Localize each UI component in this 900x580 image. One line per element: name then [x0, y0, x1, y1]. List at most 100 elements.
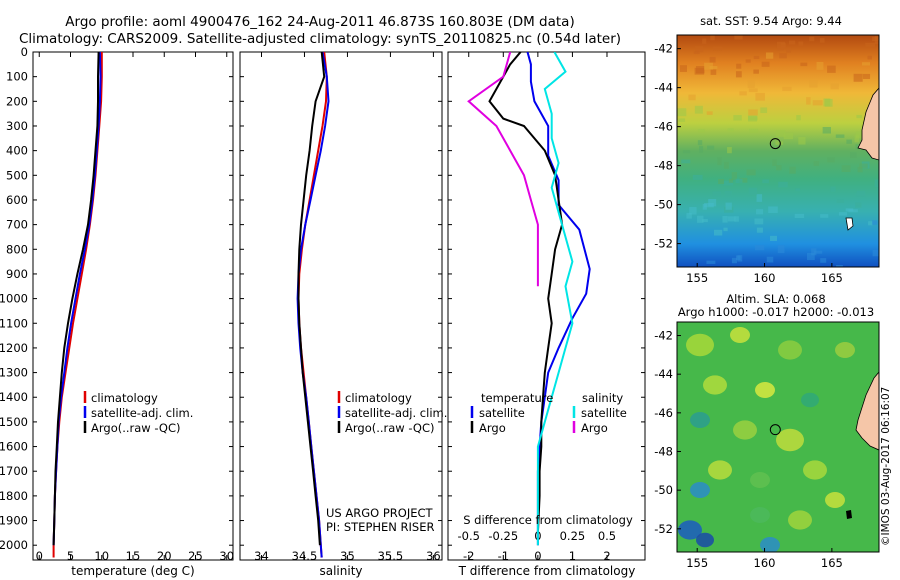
depth-tick-label: 500	[6, 168, 28, 182]
sst-pixel	[689, 207, 697, 215]
depth-tick-label: 1400	[0, 390, 28, 404]
sst-pixel	[725, 202, 732, 210]
depth-tick-label: 700	[6, 218, 28, 232]
sst-pixel	[734, 35, 743, 40]
salinity-series-satellite-adj-clim-	[296, 52, 330, 558]
map-x-tick-label: 160	[754, 556, 776, 570]
sst-pixel	[754, 218, 764, 225]
salinity-x-tick-label: 34	[254, 549, 269, 563]
sla-anomaly-blob	[708, 460, 732, 480]
sla-map-frame	[676, 321, 880, 553]
sst-pixel	[838, 212, 848, 216]
map-y-tick-label: -52	[654, 237, 673, 251]
sst-pixel	[878, 38, 879, 45]
map-y-tick-label: -46	[654, 120, 673, 134]
sst-map-frame	[676, 34, 880, 268]
sst-pixel	[806, 97, 811, 105]
map-y-tick-label: -52	[654, 522, 673, 536]
map-y-tick-label: -46	[654, 406, 673, 420]
sst-pixel	[772, 159, 777, 166]
sla-anomaly-blob	[678, 520, 702, 540]
sst-pixel	[855, 192, 866, 198]
temperature-axis-label: temperature (deg C)	[71, 564, 194, 578]
sla-map-ticks: 155 160 165 -42 -44 -46 -48 -50 -52	[654, 329, 843, 570]
sst-pixel	[783, 132, 794, 140]
sst-pixel	[709, 65, 718, 70]
sst-pixel	[722, 215, 728, 223]
sla-anomaly-blob	[690, 412, 710, 428]
sst-pixel	[735, 178, 743, 184]
temperature-x-tick-label: 5	[67, 549, 74, 563]
sst-pixel	[749, 128, 759, 133]
sst-pixel	[755, 245, 765, 251]
sst-pixel	[850, 152, 857, 159]
sst-pixel	[707, 145, 715, 150]
difference-x-tick-label: 2	[603, 549, 610, 563]
sla-map: Altim. SLA: 0.068 Argo h1000: -0.017 h20…	[654, 292, 880, 570]
sst-pixel	[823, 98, 831, 107]
sst-pixel	[762, 179, 769, 184]
sla-anomaly-blob	[803, 460, 827, 480]
sst-pixel	[836, 199, 845, 203]
sst-pixel	[731, 257, 737, 264]
legend-label-satellite: satellite-adj. clim.	[91, 406, 193, 420]
depth-tick-label: 600	[6, 193, 28, 207]
figure-title-line2: Climatology: CARS2009. Satellite-adjuste…	[18, 31, 622, 47]
sst-pixel	[712, 191, 722, 197]
sst-pixel	[709, 56, 716, 63]
temperature-plot-frame	[32, 51, 234, 561]
sla-map-title-line2: Argo h1000: -0.017 h2000: -0.013	[678, 305, 874, 319]
sst-pixel	[713, 229, 723, 236]
sst-pixel	[748, 187, 758, 196]
sst-pixel	[755, 92, 765, 101]
sla-anomaly-blob	[750, 507, 770, 523]
argo-position-marker	[769, 138, 781, 150]
sst-pixel	[739, 177, 748, 183]
sst-pixel	[775, 141, 784, 145]
sst-pixel	[813, 250, 823, 254]
legend-label-argo: Argo(..raw -QC)	[91, 421, 181, 435]
sst-pixel	[695, 66, 705, 74]
sst-pixel	[760, 107, 768, 114]
sst-pixel	[704, 202, 714, 208]
s-difference-tick-label: -0.5	[458, 529, 480, 543]
sst-pixel	[861, 62, 871, 66]
sst-pixel	[816, 62, 824, 70]
sst-map-title: sat. SST: 9.54 Argo: 9.44	[700, 14, 842, 28]
sst-pixel	[724, 190, 732, 197]
project-annotation: US ARGO PROJECT	[326, 506, 434, 520]
sst-pixel	[679, 65, 687, 72]
salinity-axis-label: salinity	[319, 564, 362, 578]
sst-pixel	[809, 36, 815, 42]
sst-pixel	[694, 105, 703, 114]
sst-pixel	[718, 178, 725, 185]
sst-pixel	[710, 35, 715, 41]
sst-pixel	[820, 258, 827, 263]
sla-anomaly-blob	[788, 510, 812, 530]
sst-pixel	[795, 188, 801, 192]
sst-pixel	[789, 166, 796, 174]
sla-anomaly-blob	[696, 532, 714, 548]
sla-anomaly-blob	[801, 392, 819, 408]
temperature-x-tick-label: 30	[219, 549, 234, 563]
sst-pixel	[776, 41, 786, 49]
sst-pixel	[827, 65, 836, 73]
sst-pixel	[747, 80, 755, 88]
difference-x-tick-label: 1	[569, 549, 576, 563]
map-x-tick-label: 165	[821, 271, 843, 285]
sst-pixel	[782, 86, 792, 91]
salinity-x-tick-label: 35	[340, 549, 355, 563]
sst-pixel	[727, 147, 732, 154]
sst-pixel	[735, 71, 742, 78]
temperature-x-tick-label: 10	[94, 549, 109, 563]
temperature-series-climatology	[52, 52, 103, 558]
salinity-x-tick-label: 36	[426, 549, 441, 563]
sst-pixel	[692, 174, 703, 180]
sst-pixel	[753, 55, 760, 60]
salinity-plot-frame	[239, 51, 443, 561]
depth-tick-label: 300	[6, 119, 28, 133]
temperature-x-tick-label: 0	[36, 549, 43, 563]
sst-pixel	[835, 134, 845, 138]
sst-pixel	[809, 80, 818, 88]
sst-pixel	[827, 157, 835, 163]
